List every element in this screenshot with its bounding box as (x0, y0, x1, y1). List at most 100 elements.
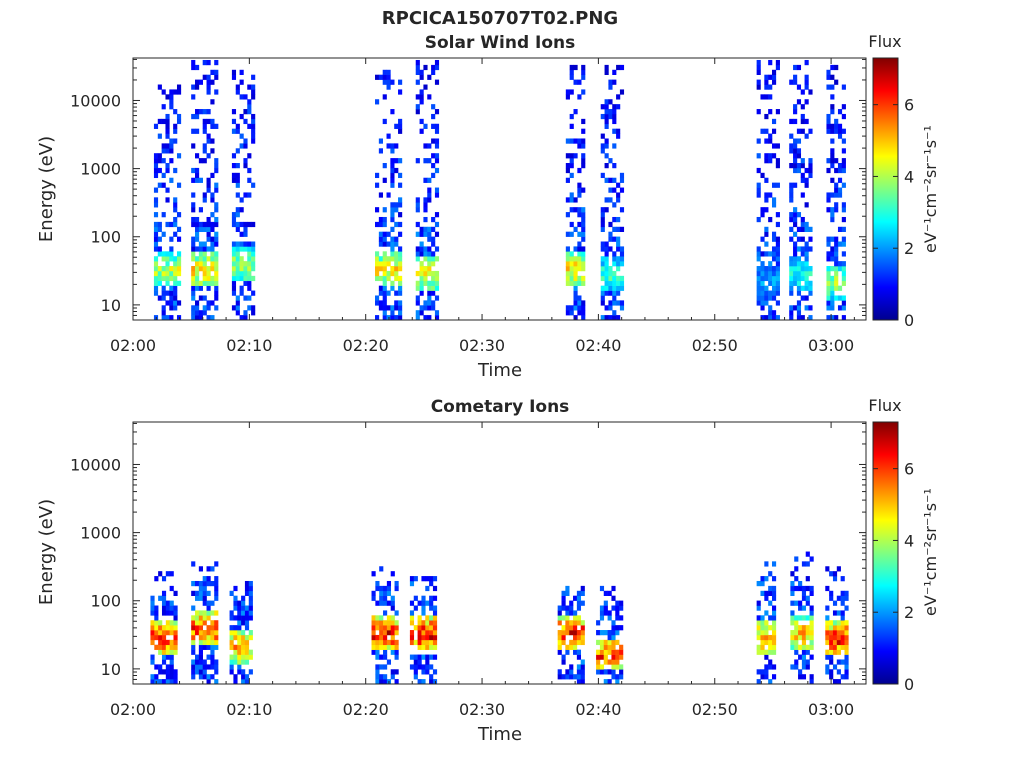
spectrogram-cell (158, 639, 163, 646)
spectrogram-cell (825, 620, 830, 626)
spectrogram-cell (202, 280, 207, 286)
spectrogram-cell (214, 256, 219, 262)
spectrogram-cell (616, 261, 621, 267)
spectrogram-cell (247, 295, 252, 301)
spectrogram-cell (565, 669, 570, 675)
spectrogram-cell (229, 634, 234, 641)
spectrogram-cell (427, 187, 432, 193)
spectrogram-cell (434, 167, 440, 174)
spectrogram-cell (390, 639, 395, 646)
spectrogram-cell (837, 123, 843, 129)
spectrogram-cell (169, 639, 174, 646)
spectrogram-cell (153, 241, 159, 247)
spectrogram-cell (191, 275, 196, 282)
spectrogram-cell (801, 674, 807, 680)
spectrogram-cell (796, 99, 802, 105)
spectrogram-cell (832, 625, 838, 631)
spectrogram-cell (427, 295, 432, 301)
spectrogram-cell (760, 625, 765, 631)
spectrogram-cell (371, 595, 376, 601)
spectrogram-cell (413, 595, 418, 601)
spectrogram-cell (830, 285, 835, 291)
spectrogram-cell (195, 226, 200, 232)
spectrogram-cell (239, 261, 244, 267)
spectrogram-cell (161, 669, 167, 675)
spectrogram-cell (808, 167, 813, 174)
spectrogram-cell (202, 251, 207, 257)
spectrogram-cell (760, 280, 765, 286)
spectrogram-cell (165, 270, 170, 277)
spectrogram-cell (764, 610, 769, 616)
spectrogram-cell (195, 236, 200, 242)
spectrogram-cell (604, 104, 609, 110)
spectrogram-cell (248, 585, 253, 592)
spectrogram-cell (415, 231, 420, 237)
spectrogram-cell (800, 261, 805, 267)
spectrogram-cell (371, 571, 376, 577)
spectrogram-cell (790, 620, 795, 626)
spectrogram-cell (202, 620, 207, 626)
spectrogram-cell (429, 644, 434, 650)
spectrogram-cell (580, 679, 585, 685)
spectrogram-cell (206, 634, 211, 641)
spectrogram-cell (565, 649, 570, 655)
spectrogram-cell (198, 266, 203, 272)
spectrogram-cell (840, 576, 845, 582)
spectrogram-cell (834, 128, 839, 134)
spectrogram-cell (841, 158, 846, 164)
spectrogram-cell (557, 674, 562, 680)
spectrogram-cell (580, 620, 585, 626)
spectrogram-cell (830, 163, 835, 169)
spectrogram-cell (173, 605, 178, 611)
spectrogram-cell (244, 585, 250, 592)
spectrogram-cell (561, 639, 566, 646)
spectrogram-cell (390, 280, 395, 286)
spectrogram-cell (231, 251, 237, 257)
spectrogram-cell (153, 275, 159, 282)
spectrogram-cell (231, 275, 237, 282)
spectrogram-cell (173, 231, 178, 237)
spectrogram-cell (834, 261, 839, 267)
spectrogram-cell (764, 207, 769, 213)
spectrogram-cell (161, 315, 166, 321)
spectrogram-cell (394, 207, 399, 213)
spectrogram-cell (836, 595, 841, 601)
spectrogram-cell (206, 305, 211, 311)
spectrogram-cell (161, 148, 166, 154)
spectrogram-cell (191, 659, 196, 665)
spectrogram-cell (394, 167, 399, 174)
spectrogram-cell (805, 644, 810, 650)
spectrogram-cell (154, 630, 159, 636)
spectrogram-cell (768, 74, 773, 80)
spectrogram-cell (161, 590, 167, 596)
spectrogram-cell (798, 669, 803, 675)
spectrogram-cell (836, 669, 841, 675)
spectrogram-cell (390, 649, 395, 655)
spectrogram-cell (829, 669, 834, 675)
spectrogram-cell (577, 300, 582, 306)
spectrogram-cell (173, 625, 178, 631)
spectrogram-cell (394, 580, 399, 587)
spectrogram-cell (830, 275, 835, 282)
spectrogram-cell (394, 669, 399, 675)
spectrogram-cell (165, 148, 170, 154)
spectrogram-cell (379, 615, 384, 621)
x-tick-label: 02:50 (692, 700, 738, 719)
spectrogram-cell (771, 610, 777, 616)
spectrogram-cell (390, 177, 395, 183)
spectrogram-cell (829, 654, 834, 660)
spectrogram-cell (434, 285, 440, 291)
spectrogram-cell (202, 158, 207, 164)
spectrogram-cell (764, 620, 769, 626)
spectrogram-cell (612, 177, 617, 183)
spectrogram-cell (427, 94, 432, 100)
spectrogram-cell (235, 275, 240, 282)
spectrogram-cell (771, 285, 777, 291)
spectrogram-cell (826, 192, 831, 198)
spectrogram-cell (251, 94, 256, 100)
spectrogram-cell (771, 251, 777, 257)
x-tick-label: 02:30 (459, 700, 505, 719)
spectrogram-cell (251, 290, 256, 296)
spectrogram-cell (386, 600, 392, 606)
spectrogram-cell (244, 580, 250, 587)
